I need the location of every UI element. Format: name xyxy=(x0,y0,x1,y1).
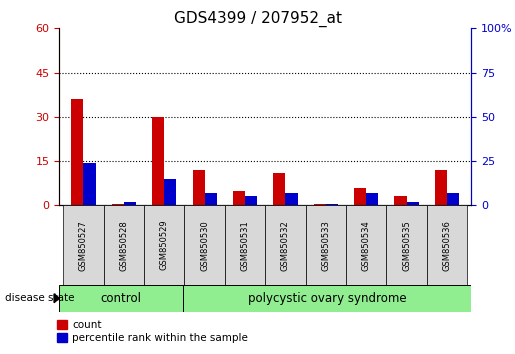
Bar xyxy=(447,193,459,205)
Text: GSM850530: GSM850530 xyxy=(200,220,209,270)
Bar xyxy=(112,204,124,205)
Bar xyxy=(152,117,164,205)
Text: polycystic ovary syndrome: polycystic ovary syndrome xyxy=(248,292,406,305)
Text: GSM850527: GSM850527 xyxy=(79,220,88,270)
Bar xyxy=(63,205,104,285)
Text: disease state: disease state xyxy=(5,293,75,303)
Bar xyxy=(59,285,183,312)
Bar xyxy=(83,163,96,205)
Bar xyxy=(104,205,144,285)
Bar xyxy=(407,202,419,205)
Text: GDS4399 / 207952_at: GDS4399 / 207952_at xyxy=(174,11,341,27)
Bar xyxy=(265,205,305,285)
Bar xyxy=(204,193,217,205)
Bar xyxy=(435,170,447,205)
Legend: count, percentile rank within the sample: count, percentile rank within the sample xyxy=(57,320,248,343)
Bar xyxy=(326,204,338,205)
Text: GSM850534: GSM850534 xyxy=(362,220,371,270)
Text: GSM850535: GSM850535 xyxy=(402,220,411,270)
Bar xyxy=(193,170,204,205)
Bar xyxy=(164,179,176,205)
Text: GSM850532: GSM850532 xyxy=(281,220,290,270)
Bar xyxy=(366,193,379,205)
Bar xyxy=(144,205,184,285)
Bar xyxy=(305,205,346,285)
Text: GSM850529: GSM850529 xyxy=(160,220,169,270)
Bar xyxy=(427,205,467,285)
Bar xyxy=(285,193,298,205)
Bar xyxy=(183,285,471,312)
Bar xyxy=(245,196,257,205)
Text: GSM850528: GSM850528 xyxy=(119,220,128,270)
Text: GSM850536: GSM850536 xyxy=(442,220,452,270)
Bar xyxy=(346,205,386,285)
Bar xyxy=(273,173,285,205)
Bar xyxy=(233,190,245,205)
Bar xyxy=(354,188,366,205)
Bar xyxy=(394,196,407,205)
Bar xyxy=(184,205,225,285)
Text: GSM850531: GSM850531 xyxy=(241,220,250,270)
Text: control: control xyxy=(100,292,142,305)
Bar xyxy=(72,99,83,205)
Text: GSM850533: GSM850533 xyxy=(321,220,330,270)
Bar xyxy=(124,202,136,205)
Bar xyxy=(225,205,265,285)
Bar xyxy=(386,205,427,285)
